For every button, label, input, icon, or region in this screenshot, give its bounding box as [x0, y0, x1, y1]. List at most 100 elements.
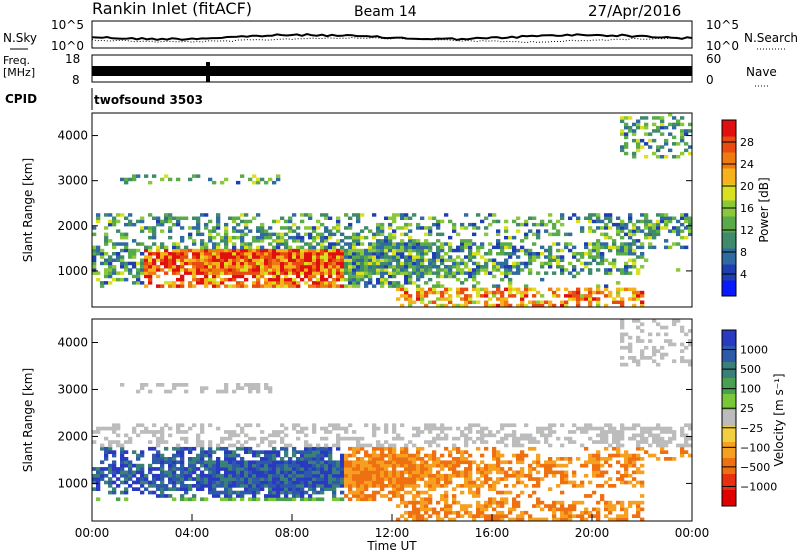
power-colorbar-swatch [722, 248, 736, 265]
velocity-cell [668, 342, 673, 347]
velocity-cell [620, 507, 625, 512]
power-cell [136, 268, 141, 272]
velocity-cell [568, 430, 573, 434]
power-cell [676, 242, 681, 246]
velocity-cell [184, 440, 189, 444]
velocity-cell [348, 423, 353, 428]
power-cell [444, 297, 449, 301]
power-cell [128, 252, 133, 256]
velocity-cell [244, 433, 249, 438]
power-cell [288, 284, 293, 288]
velocity-cell [196, 487, 201, 491]
velocity-cell [212, 463, 217, 468]
power-cell [108, 265, 113, 269]
velocity-cell [296, 467, 301, 471]
velocity-cell [312, 490, 317, 495]
velocity-cell [252, 383, 257, 387]
velocity-cell [628, 335, 633, 340]
power-cell [388, 216, 393, 220]
velocity-cell [424, 467, 429, 471]
power-cell [340, 274, 345, 279]
velocity-cell [664, 450, 669, 454]
velocity-cell [412, 426, 417, 431]
power-cell [572, 213, 577, 217]
power-cell [212, 235, 217, 240]
power-cell [128, 219, 133, 224]
velocity-cell [440, 484, 445, 488]
velocity-cell [160, 440, 165, 444]
velocity-cell [212, 487, 217, 491]
power-cell [552, 232, 557, 237]
power-cell [272, 248, 277, 253]
velocity-cell [224, 460, 229, 465]
velocity-cell [628, 473, 633, 478]
velocity-cell [452, 487, 457, 491]
velocity-cell [524, 423, 529, 428]
velocity-cell [552, 500, 557, 505]
velocity-cell [532, 504, 537, 508]
velocity-cell [148, 389, 153, 394]
power-cell [652, 138, 657, 143]
velocity-cell [640, 356, 645, 360]
power-cell [284, 271, 289, 275]
velocity-ytick-label: 3000 [57, 382, 88, 396]
velocity-cell [220, 480, 225, 485]
power-cell [192, 252, 197, 256]
velocity-cell [356, 440, 361, 444]
power-cell [208, 252, 213, 256]
power-cell [248, 229, 253, 233]
velocity-cell [580, 500, 585, 505]
power-cell [232, 284, 237, 288]
power-cell [148, 245, 153, 250]
velocity-cell [496, 504, 501, 508]
velocity-cell [528, 436, 533, 441]
power-cell [496, 268, 501, 272]
power-cell [352, 248, 357, 253]
power-cell [636, 219, 641, 224]
power-cell [560, 222, 565, 227]
velocity-cell [136, 470, 141, 475]
power-cell [396, 245, 401, 250]
power-cell [484, 303, 489, 308]
power-cell [432, 222, 437, 227]
power-cell [212, 245, 217, 250]
velocity-cell [616, 477, 621, 481]
velocity-colorbar-swatch [722, 458, 736, 475]
velocity-cell [456, 514, 461, 518]
power-cell [660, 116, 665, 120]
velocity-cell [200, 480, 205, 485]
velocity-cell [180, 453, 185, 458]
power-cell [156, 252, 161, 256]
power-cell [516, 222, 521, 227]
velocity-cell [256, 450, 261, 454]
power-cell [504, 287, 509, 292]
power-cell [312, 239, 317, 243]
velocity-cell [620, 325, 625, 330]
power-cell [376, 277, 381, 282]
power-cell [592, 242, 597, 246]
power-cell [212, 268, 217, 272]
velocity-cell [604, 480, 609, 485]
power-cell [548, 232, 553, 237]
velocity-cell [388, 450, 393, 454]
velocity-cell [112, 460, 117, 465]
velocity-cell [204, 497, 209, 502]
power-cell [120, 232, 125, 237]
power-cell [332, 226, 337, 230]
velocity-cell [652, 433, 657, 438]
power-cell [424, 290, 429, 295]
power-cell [564, 300, 569, 304]
power-cell [228, 235, 233, 240]
power-ytick-label: 2000 [57, 219, 88, 233]
velocity-cell [104, 480, 109, 485]
velocity-cell [168, 460, 173, 465]
velocity-cell [476, 430, 481, 434]
velocity-cell [396, 433, 401, 438]
power-cell [232, 252, 237, 256]
power-cell [184, 271, 189, 275]
power-cell [384, 239, 389, 243]
power-cell [496, 252, 501, 256]
power-cell [400, 284, 405, 288]
velocity-cell [224, 389, 229, 394]
velocity-cell [144, 477, 149, 481]
